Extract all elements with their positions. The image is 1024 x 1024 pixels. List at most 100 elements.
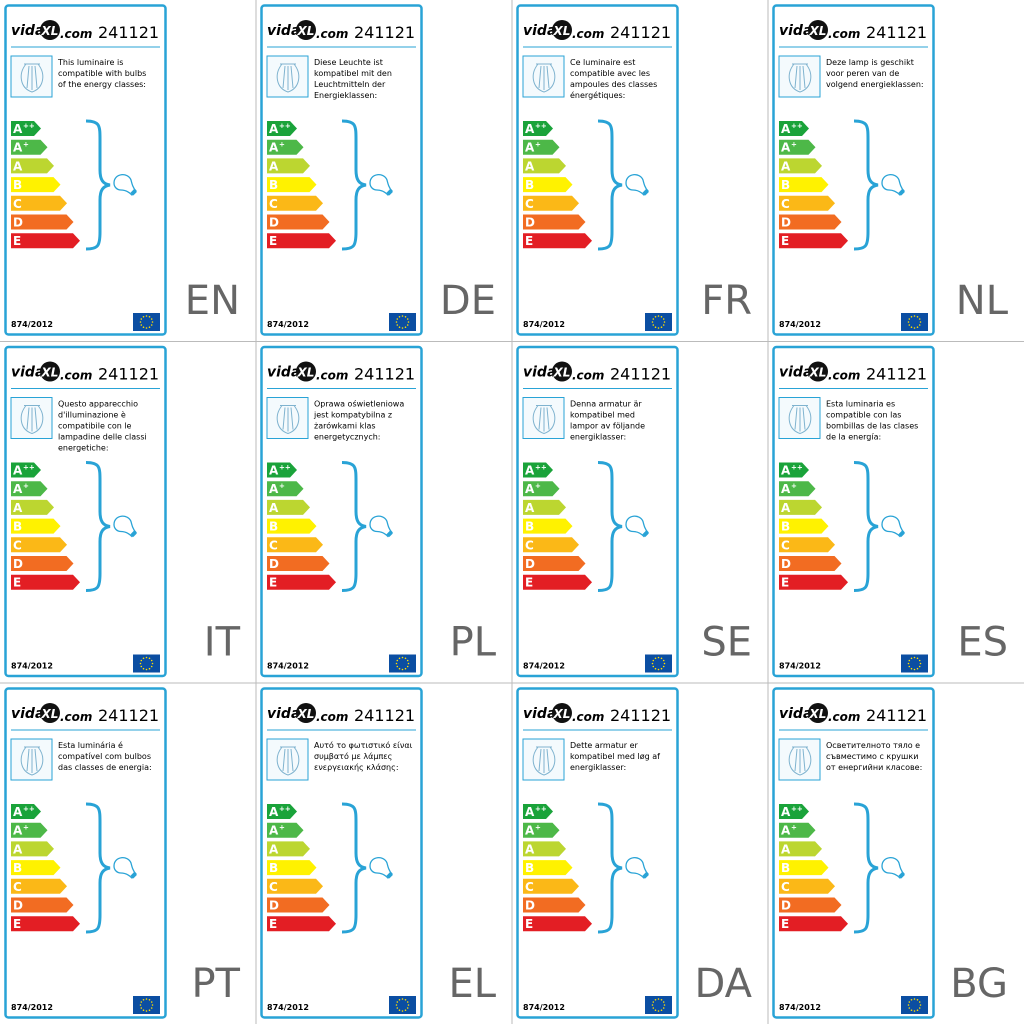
- eu-star: [142, 657, 145, 660]
- eu-star: [148, 326, 151, 328]
- eu-star: [908, 324, 911, 326]
- eu-star: [150, 324, 153, 326]
- energy-class-letter: D: [13, 899, 23, 913]
- product-number: 241121: [98, 365, 159, 384]
- language-code: EN: [185, 278, 240, 324]
- eu-star: [407, 1004, 410, 1006]
- eu-flag: [133, 996, 160, 1014]
- language-code: SE: [701, 620, 752, 666]
- language-code: ES: [957, 620, 1008, 666]
- compatibility-text: de la energía:: [826, 433, 881, 442]
- energy-class-letter: A: [781, 842, 791, 856]
- eu-star: [919, 1004, 922, 1006]
- eu-star: [918, 665, 921, 668]
- energy-class-letter: A: [269, 501, 279, 515]
- compatibility-text: Deze lamp is geschikt: [826, 58, 914, 67]
- logo-xl: XL: [297, 707, 315, 721]
- eu-star: [918, 1007, 921, 1009]
- logo-badge: [40, 20, 60, 40]
- eu-star: [142, 326, 145, 328]
- eu-star: [910, 667, 913, 670]
- energy-arrow: [11, 860, 61, 876]
- energy-arrow: [523, 556, 586, 571]
- compatibility-text: compatível com bulbos: [58, 752, 151, 761]
- eu-star: [406, 659, 409, 662]
- compatibility-text: lampor av följande: [570, 422, 645, 431]
- brace: [341, 461, 367, 592]
- language-code: EL: [448, 961, 496, 1007]
- energy-arrow: [523, 195, 579, 211]
- compatibility-text: energetycznych:: [314, 433, 381, 442]
- compatibility-text: Dette armatur er: [570, 741, 639, 750]
- energy-arrow: [11, 233, 80, 249]
- energy-class-letter: D: [781, 899, 791, 913]
- bulb-cap: [130, 189, 137, 196]
- energy-arrow: [11, 139, 48, 155]
- eu-star: [398, 667, 401, 670]
- eu-star: [660, 657, 663, 660]
- eu-star: [142, 1009, 145, 1011]
- energy-class-letter: A: [13, 141, 23, 155]
- eu-star: [657, 315, 660, 317]
- eu-star: [654, 316, 657, 318]
- product-number: 241121: [354, 23, 415, 42]
- compatibility-text: Diese Leuchte ist: [314, 58, 383, 67]
- eu-star: [407, 662, 410, 665]
- compatibility-text: съвместимо с крушки: [826, 752, 918, 761]
- energy-class-sup: +: [23, 141, 29, 149]
- bulb-cap: [386, 530, 393, 538]
- energy-class-letter: A: [525, 141, 535, 155]
- energy-class-sup: +: [535, 824, 541, 832]
- logo-badge: [552, 361, 572, 382]
- compatibility-text: żarówkami klas: [314, 421, 376, 431]
- energy-class-letter: A: [269, 122, 279, 136]
- energy-arrow: [523, 214, 586, 230]
- logo-badge: [296, 20, 316, 40]
- logo-xl: XL: [41, 707, 59, 721]
- energy-class-letter: C: [781, 880, 790, 894]
- compatibility-text: Αυτό το φωτιστικό είναι: [314, 740, 413, 750]
- energy-class-letter: A: [269, 482, 279, 496]
- energy-arrow: [267, 139, 304, 155]
- energy-class-letter: A: [13, 805, 23, 819]
- energy-class-letter: A: [525, 842, 535, 856]
- eu-star: [150, 1001, 153, 1003]
- regulation: 874/2012: [779, 1003, 821, 1012]
- energy-class-letter: E: [781, 234, 789, 248]
- energy-arrow: [11, 897, 74, 913]
- compatibility-text: energiklasser:: [570, 763, 626, 772]
- logo-xl: XL: [41, 366, 59, 380]
- bulb-cap: [642, 189, 649, 196]
- energy-class-letter: D: [13, 216, 23, 230]
- eu-star: [406, 1007, 409, 1009]
- eu-star: [145, 668, 148, 671]
- product-number: 241121: [354, 365, 415, 384]
- energy-class-letter: A: [13, 824, 23, 838]
- compatibility-text: Questo apparecchio: [58, 400, 138, 409]
- chandelier-icon: [532, 63, 556, 93]
- eu-star: [907, 1004, 910, 1006]
- energy-class-letter: B: [269, 520, 278, 534]
- eu-star: [662, 659, 665, 662]
- eu-star: [145, 656, 148, 659]
- energy-arrow: [267, 556, 330, 571]
- energy-arrow: [11, 158, 54, 174]
- eu-star: [660, 1009, 663, 1011]
- compatibility-text: compatible avec les: [570, 69, 650, 78]
- energy-class-letter: E: [269, 576, 277, 590]
- eu-star: [396, 659, 399, 662]
- compatibility-text: ampoules des classes: [570, 80, 657, 89]
- eu-star: [657, 656, 660, 659]
- energy-class-letter: A: [781, 159, 791, 173]
- energy-class-letter: E: [525, 576, 533, 590]
- energy-class-sup: ++: [23, 464, 35, 472]
- energy-class-letter: C: [13, 538, 22, 552]
- eu-star: [401, 327, 404, 329]
- energy-arrow: [779, 804, 809, 819]
- energy-class-letter: A: [13, 842, 23, 856]
- energy-class-letter: B: [13, 520, 22, 534]
